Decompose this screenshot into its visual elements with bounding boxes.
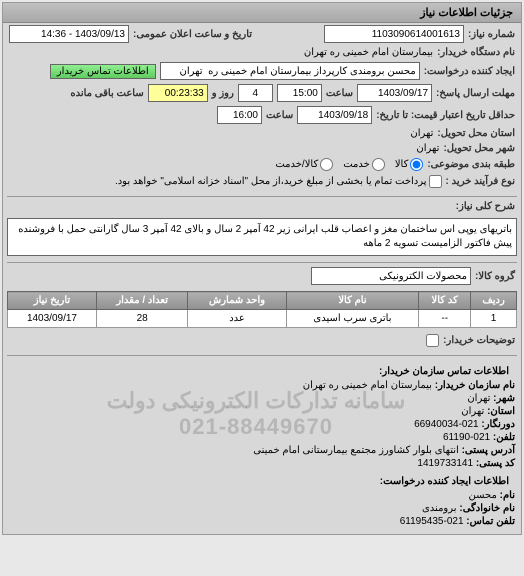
family-label: نام خانوادگی: <box>459 503 515 514</box>
cell-date: 1403/09/17 <box>8 310 97 328</box>
name-value: محسن <box>469 490 497 501</box>
need-number-input[interactable] <box>324 25 464 43</box>
buyer-contact-title: اطلاعات تماس سازمان خریدار: <box>9 364 515 379</box>
details-panel: جزئیات اطلاعات نیاز شماره نیاز: تاریخ و … <box>2 2 522 535</box>
province-label: استان: <box>487 406 515 417</box>
days-label: روز و <box>212 88 234 99</box>
items-table: ردیف کد کالا نام کالا واحد شمارش تعداد /… <box>7 291 517 328</box>
reply-date-input[interactable] <box>357 84 432 102</box>
validity-date-input[interactable] <box>297 106 372 124</box>
province-value: تهران <box>461 406 484 417</box>
postal-code-label: کد پستی: <box>476 458 515 469</box>
reply-time-input[interactable] <box>277 84 322 102</box>
time-label-2: ساعت <box>266 110 293 121</box>
th-name: نام کالا <box>286 292 419 310</box>
table-row[interactable]: 1 -- باتری سرب اسیدی عدد 28 1403/09/17 <box>8 310 517 328</box>
goods-group-input[interactable] <box>311 267 471 285</box>
th-qty: تعداد / مقدار <box>96 292 187 310</box>
city-value: تهران <box>467 393 490 404</box>
phone-value: 021-61190 <box>443 432 490 443</box>
buyer-notes-label: توضیحات خریدار: <box>443 335 515 346</box>
postal-addr-label: آدرس پستی: <box>462 445 515 456</box>
postal-code-value: 1419733141 <box>417 458 473 469</box>
time-label-1: ساعت <box>326 88 353 99</box>
org-name-value: بیمارستان امام خمینی ره تهران <box>303 380 432 391</box>
separator-1 <box>7 196 517 197</box>
announce-datetime-input[interactable] <box>9 25 129 43</box>
fax-value: 021-66940034 <box>414 419 479 430</box>
delivery-province-value: تهران <box>410 128 433 139</box>
phone-label: تلفن: <box>493 432 515 443</box>
reply-deadline-label: مهلت ارسال پاسخ: <box>436 88 515 99</box>
days-input[interactable] <box>238 84 273 102</box>
cell-name: باتری سرب اسیدی <box>286 310 419 328</box>
th-unit: واحد شمارش <box>188 292 286 310</box>
buyer-device-value: بیمارستان امام خمینی ره تهران <box>304 47 433 58</box>
cat-goods-radio[interactable]: کالا <box>395 158 424 171</box>
announce-datetime-label: تاریخ و ساعت اعلان عمومی: <box>133 29 252 40</box>
remaining-time-input[interactable] <box>148 84 208 102</box>
purchase-type-label: نوع فرآیند خرید : <box>446 176 515 187</box>
name-label: نام: <box>500 490 515 501</box>
panel-title: جزئیات اطلاعات نیاز <box>3 3 521 23</box>
contact-info-section: سامانه تدارکات الکترونیکی دولت 021-88449… <box>3 358 521 534</box>
validity-time-input[interactable] <box>217 106 262 124</box>
cell-qty: 28 <box>96 310 187 328</box>
family-value: برومندی <box>422 503 457 514</box>
contact-phone-label: تلفن تماس: <box>466 516 515 527</box>
description-box: باتریهای یوپی اس ساختمان مغز و اعصاب قلب… <box>7 218 517 256</box>
need-number-label: شماره نیاز: <box>468 29 515 40</box>
city-label: شهر: <box>493 393 515 404</box>
cat-service-radio[interactable]: خدمت <box>343 158 385 171</box>
category-radio-group: کالا خدمت کالا/خدمت <box>275 158 423 171</box>
cell-row: 1 <box>471 310 517 328</box>
creator-label: ایجاد کننده درخواست: <box>424 66 515 77</box>
th-row: ردیف <box>471 292 517 310</box>
separator-2 <box>7 262 517 263</box>
contact-button[interactable]: اطلاعات تماس خریدار <box>50 64 156 79</box>
delivery-city-label: شهر محل تحویل: <box>443 143 515 154</box>
requester-info-title: اطلاعات ایجاد کننده درخواست: <box>9 474 515 489</box>
separator-3 <box>7 355 517 356</box>
th-code: کد کالا <box>419 292 471 310</box>
delivery-province-label: استان محل تحویل: <box>437 128 515 139</box>
table-header-row: ردیف کد کالا نام کالا واحد شمارش تعداد /… <box>8 292 517 310</box>
fax-label: دورنگار: <box>481 419 515 430</box>
th-date: تاریخ نیاز <box>8 292 97 310</box>
buyer-notes-checkbox[interactable] <box>426 334 439 347</box>
category-label: طبقه بندی موضوعی: <box>427 159 515 170</box>
buyer-device-label: نام دستگاه خریدار: <box>437 47 515 58</box>
remaining-label: ساعت باقی مانده <box>70 88 143 99</box>
cell-unit: عدد <box>188 310 286 328</box>
delivery-city-value: تهران <box>416 143 439 154</box>
postal-addr-value: انتهای بلوار کشاورز مجتمع بیمارستانی اما… <box>253 445 458 456</box>
cat-mixed-radio[interactable]: کالا/خدمت <box>275 158 333 171</box>
validity-label: حداقل تاریخ اعتبار قیمت: تا تاریخ: <box>376 110 515 121</box>
desc-label: شرح کلی نیاز: <box>456 201 515 212</box>
goods-group-label: گروه کالا: <box>475 271 515 282</box>
creator-input[interactable] <box>160 62 420 80</box>
contact-phone-value: 021-61195435 <box>400 516 464 527</box>
org-name-label: نام سازمان خریدار: <box>435 380 515 391</box>
cell-code: -- <box>419 310 471 328</box>
payment-checkbox[interactable]: پرداخت تمام یا بخشی از مبلغ خرید،از محل … <box>115 175 442 188</box>
